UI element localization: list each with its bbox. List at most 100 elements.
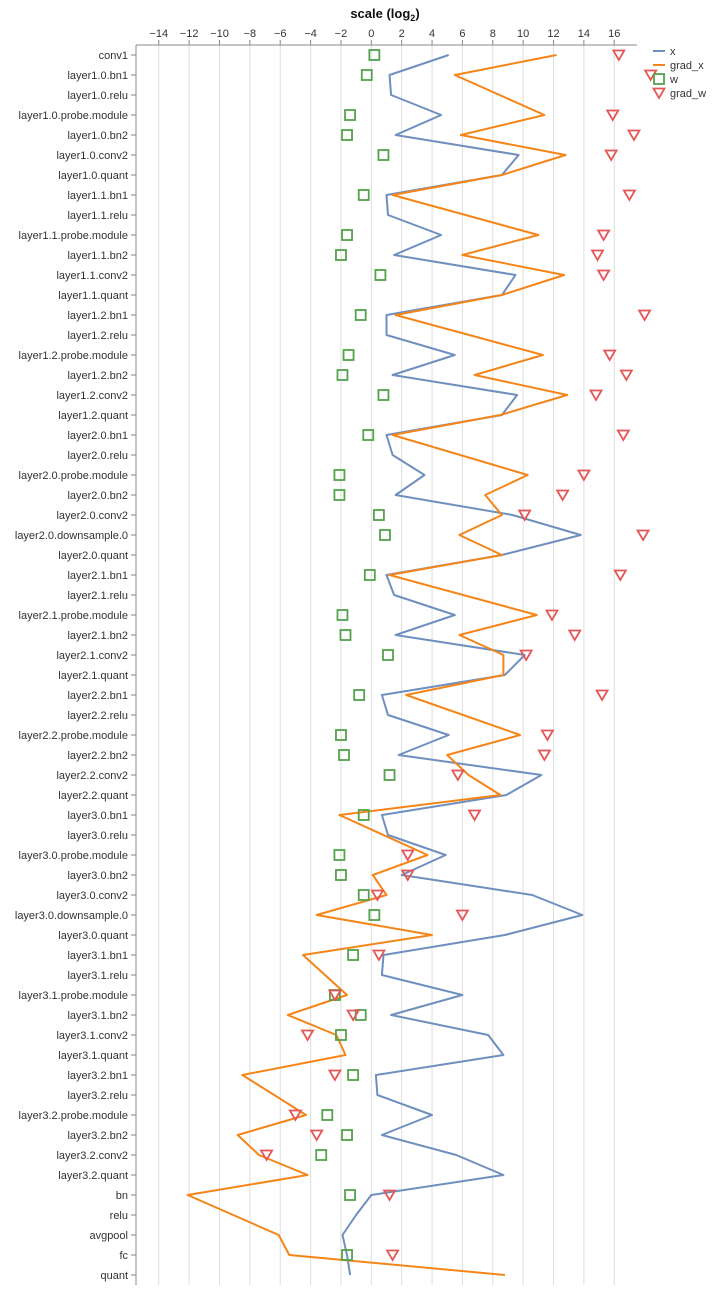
point-w — [341, 129, 353, 141]
y-tick-label: layer1.0.quant — [58, 170, 128, 182]
point-w — [373, 509, 385, 521]
point-grad_w — [595, 689, 610, 702]
y-tick-label: layer1.0.relu — [67, 90, 128, 102]
x-tick-label: −2 — [335, 28, 348, 40]
point-grad_w — [576, 469, 591, 482]
y-tick-label: layer1.0.conv2 — [56, 150, 128, 162]
point-w — [357, 809, 370, 821]
y-tick-label: layer2.2.probe.module — [19, 730, 128, 742]
y-tick-label: layer1.2.relu — [67, 330, 128, 342]
legend-label: grad_w — [670, 88, 706, 100]
point-w — [353, 689, 366, 701]
y-tick-label: layer3.1.bn1 — [67, 950, 128, 962]
point-grad_w — [519, 649, 534, 662]
point-grad_w — [611, 49, 626, 62]
point-grad_w — [637, 309, 652, 322]
y-tick-label: layer3.2.bn1 — [67, 1070, 128, 1082]
y-tick-label: layer3.2.bn2 — [67, 1130, 128, 1142]
y-tick-label: layer3.1.probe.module — [19, 990, 128, 1002]
point-grad_w — [327, 989, 342, 1002]
x-axis-title: scale (log2) — [350, 6, 419, 23]
point-w — [335, 1029, 347, 1041]
point-grad_w — [613, 569, 628, 582]
point-w — [362, 429, 375, 441]
point-grad_w — [259, 1149, 274, 1162]
series-layer — [186, 49, 658, 1276]
x-tick-label: −14 — [149, 28, 168, 40]
x-tick-label: 12 — [547, 28, 559, 40]
legend-swatch-w — [653, 73, 665, 85]
x-tick-label: 2 — [399, 28, 405, 40]
y-tick-label: layer3.0.relu — [67, 830, 128, 842]
y-tick-label: layer2.0.relu — [67, 450, 128, 462]
point-grad_w — [605, 109, 620, 122]
y-tick-label: quant — [100, 1270, 128, 1282]
y-tick-label: layer1.2.quant — [58, 410, 128, 422]
point-grad_w — [540, 729, 555, 742]
y-tick-label: layer1.1.bn2 — [67, 250, 128, 262]
y-tick-label: layer1.1.relu — [67, 210, 128, 222]
point-w — [321, 1109, 334, 1121]
x-axis: −14 −12 −10 −8 −6 −4 −2 0 2 4 6 8 10 12 14 16 — [136, 28, 637, 46]
y-tick-label: layer3.2.relu — [67, 1090, 128, 1102]
y-tick-label: layer2.1.bn1 — [67, 570, 128, 582]
point-grad_w — [382, 1189, 397, 1202]
y-tick-label: layer3.0.probe.module — [19, 850, 128, 862]
x-tick-label: 16 — [608, 28, 620, 40]
point-w — [333, 469, 346, 481]
x-tick-label: −10 — [210, 28, 229, 40]
legend-label: x — [670, 46, 676, 58]
point-grad_w — [596, 229, 611, 242]
x-tick-label: −8 — [244, 28, 257, 40]
point-grad_w — [636, 529, 651, 542]
point-grad_w — [300, 1029, 315, 1042]
y-axis: conv1 layer1.0.bn1 layer1.0.relu layer1.0.p… — [15, 45, 137, 1285]
point-w — [341, 229, 353, 241]
point-grad_w — [467, 809, 482, 822]
y-tick-label: layer2.0.bn2 — [67, 490, 128, 502]
y-tick-label: layer3.2.conv2 — [56, 1150, 128, 1162]
x-tick-label: 6 — [459, 28, 465, 40]
y-tick-label: layer3.0.downsample.0 — [15, 910, 128, 922]
point-grad_w — [400, 869, 415, 882]
x-tick-label: 8 — [490, 28, 496, 40]
point-w — [360, 69, 373, 81]
y-tick-label: layer3.0.bn2 — [67, 870, 128, 882]
point-w — [382, 649, 394, 661]
y-tick-label: layer2.1.quant — [58, 670, 128, 682]
y-tick-label: layer2.1.conv2 — [56, 650, 128, 662]
y-tick-label: layer2.1.relu — [67, 590, 128, 602]
point-grad_w — [400, 849, 415, 862]
point-w — [344, 109, 356, 121]
y-tick-label: layer1.2.bn1 — [67, 310, 128, 322]
point-grad_w — [288, 1109, 303, 1122]
point-w — [368, 49, 381, 61]
y-tick-label: layer1.1.probe.module — [19, 230, 128, 242]
y-tick-label: layer3.1.relu — [67, 970, 128, 982]
y-tick-label: layer2.0.downsample.0 — [15, 530, 128, 542]
y-tick-label: avgpool — [89, 1230, 128, 1242]
y-tick-label: layer3.2.quant — [58, 1170, 128, 1182]
y-tick-label: layer1.0.bn2 — [67, 130, 128, 142]
point-w — [341, 1129, 353, 1141]
point-w — [363, 569, 376, 581]
point-w — [338, 749, 350, 761]
point-w — [377, 149, 390, 161]
y-tick-label: fc — [119, 1250, 128, 1262]
point-w — [383, 769, 396, 781]
y-tick-label: layer2.2.conv2 — [56, 770, 128, 782]
y-tick-label: conv1 — [99, 50, 128, 62]
point-w — [333, 489, 346, 501]
y-tick-label: layer2.2.bn1 — [67, 690, 128, 702]
y-tick-label: layer2.0.probe.module — [19, 470, 128, 482]
y-tick-label: layer3.0.quant — [58, 930, 128, 942]
point-grad_w — [385, 1249, 400, 1262]
point-grad_w — [619, 369, 634, 382]
y-tick-label: layer3.2.probe.module — [19, 1110, 128, 1122]
y-tick-label: layer1.0.bn1 — [67, 70, 128, 82]
x-tick-label: −12 — [180, 28, 199, 40]
point-grad_w — [588, 389, 604, 402]
x-tick-label: −6 — [274, 28, 287, 40]
point-w — [357, 189, 370, 201]
x-tick-label: 14 — [578, 28, 590, 40]
